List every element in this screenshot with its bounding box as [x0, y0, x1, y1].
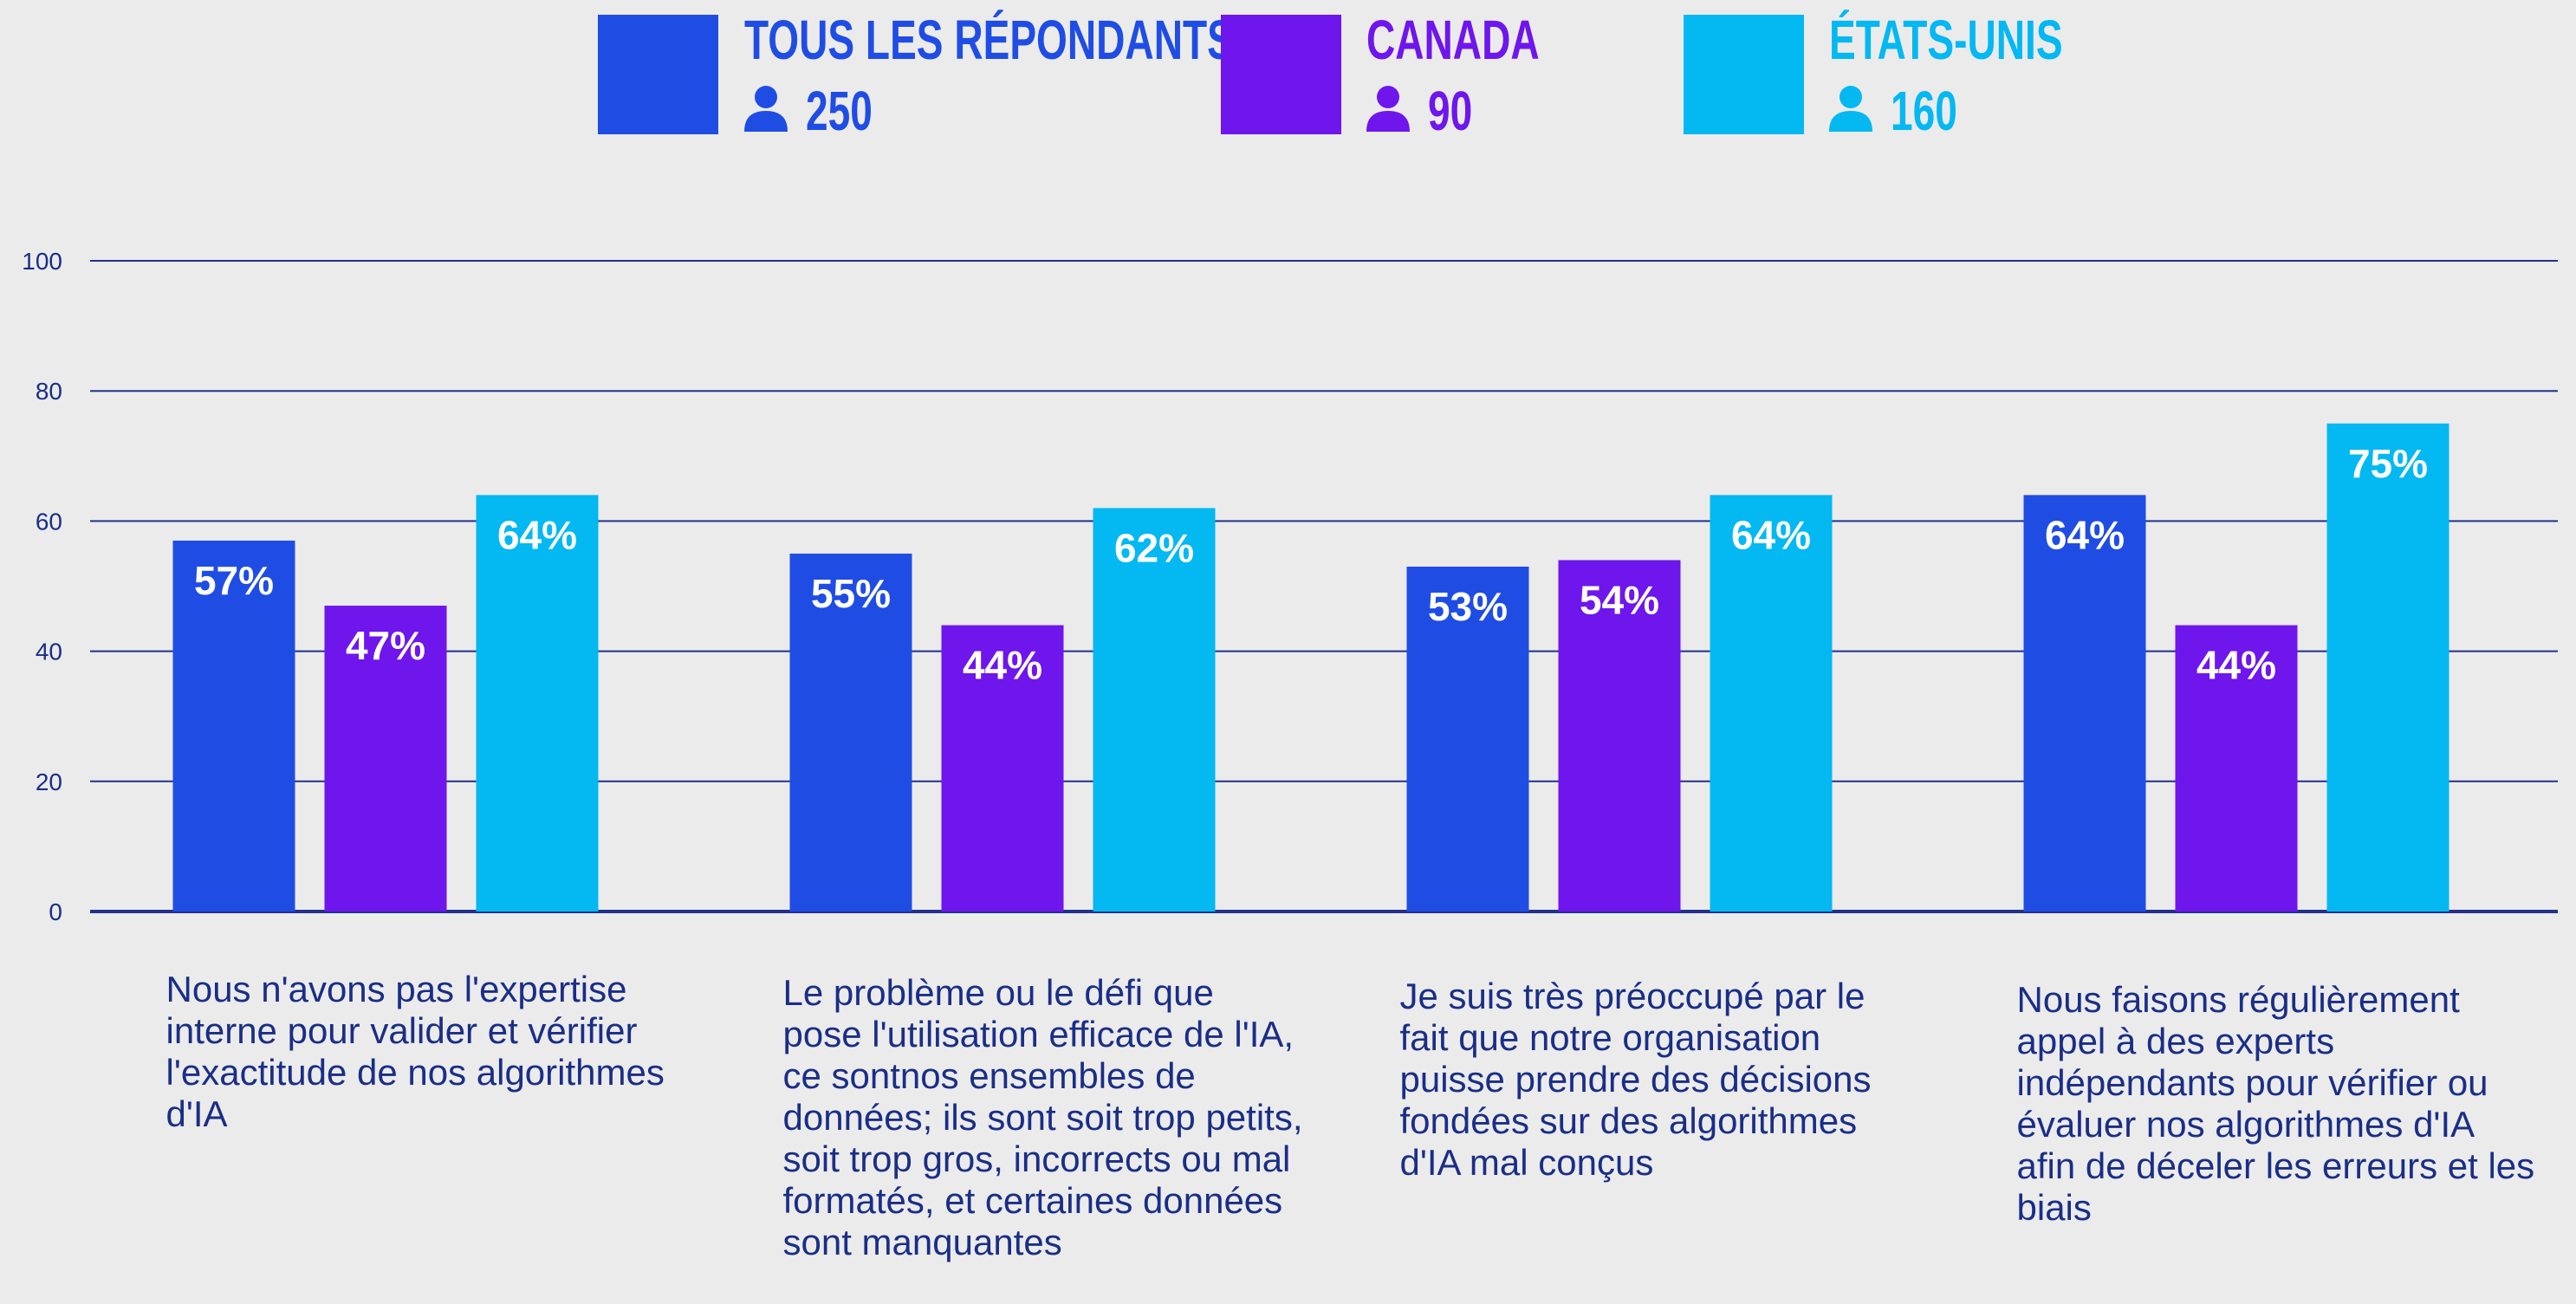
category-label: Nous faisons régulièrement appel à des e…: [2016, 979, 2535, 1228]
value-label: 75%: [2348, 441, 2428, 486]
value-label: 57%: [194, 558, 274, 603]
person-icon-head: [755, 86, 777, 108]
bar: [1406, 566, 1529, 912]
value-label: 62%: [1114, 525, 1194, 570]
value-label: 64%: [497, 512, 577, 557]
y-tick-label: 60: [36, 508, 62, 535]
bar: [2326, 423, 2449, 912]
legend-swatch: [1221, 15, 1341, 134]
bar: [1710, 495, 1833, 912]
bar: [2175, 625, 2298, 912]
y-tick-label: 0: [49, 899, 62, 925]
y-tick-label: 20: [36, 769, 62, 795]
legend-count-group: 160: [1891, 81, 1957, 142]
category-label: Je suis très préoccupé par le fait que n…: [1399, 976, 1872, 1183]
y-tick-label: 40: [36, 639, 62, 665]
legend-name: CANADA: [1366, 10, 1540, 71]
person-icon-body: [1829, 111, 1872, 132]
value-label: 64%: [2045, 512, 2125, 557]
y-tick-label: 100: [22, 248, 62, 275]
value-label: 55%: [811, 571, 891, 616]
legend-count: 250: [806, 81, 873, 142]
y-tick-label: 80: [36, 378, 62, 405]
person-icon-head: [1377, 86, 1399, 108]
bar: [476, 495, 599, 912]
legend-count-group: 250: [806, 81, 873, 142]
value-label: 44%: [2196, 643, 2276, 688]
legend-count: 160: [1891, 81, 1957, 142]
category-label: Nous n'avons pas l'expertise interne pou…: [165, 969, 665, 1134]
legend-count: 90: [1428, 81, 1472, 142]
legend-count-group: 90: [1428, 81, 1472, 142]
bar: [1093, 508, 1216, 912]
legend-name: TOUS LES RÉPONDANTS: [744, 10, 1234, 71]
value-label: 47%: [346, 623, 425, 668]
bar: [789, 553, 912, 912]
value-label: 64%: [1731, 512, 1811, 557]
person-icon-body: [744, 111, 788, 132]
category-label: Le problème ou le défi que pose l'utilis…: [782, 972, 1303, 1262]
person-icon-head: [1840, 86, 1862, 108]
legend-name: ÉTATS-UNIS: [1829, 10, 2063, 71]
value-label: 53%: [1428, 584, 1508, 629]
person-icon-body: [1366, 111, 1410, 132]
legend-name-group: CANADA: [1366, 10, 1540, 71]
bar: [324, 606, 447, 912]
legend-swatch: [598, 15, 718, 134]
bar: [1558, 560, 1681, 912]
legend-name-group: ÉTATS-UNIS: [1829, 10, 2063, 71]
bar: [941, 625, 1064, 912]
value-label: 54%: [1580, 577, 1659, 622]
bar: [2023, 495, 2146, 912]
legend-swatch: [1684, 15, 1804, 134]
legend-name-group: TOUS LES RÉPONDANTS: [744, 10, 1234, 71]
value-label: 44%: [963, 643, 1042, 688]
bar: [172, 540, 295, 912]
